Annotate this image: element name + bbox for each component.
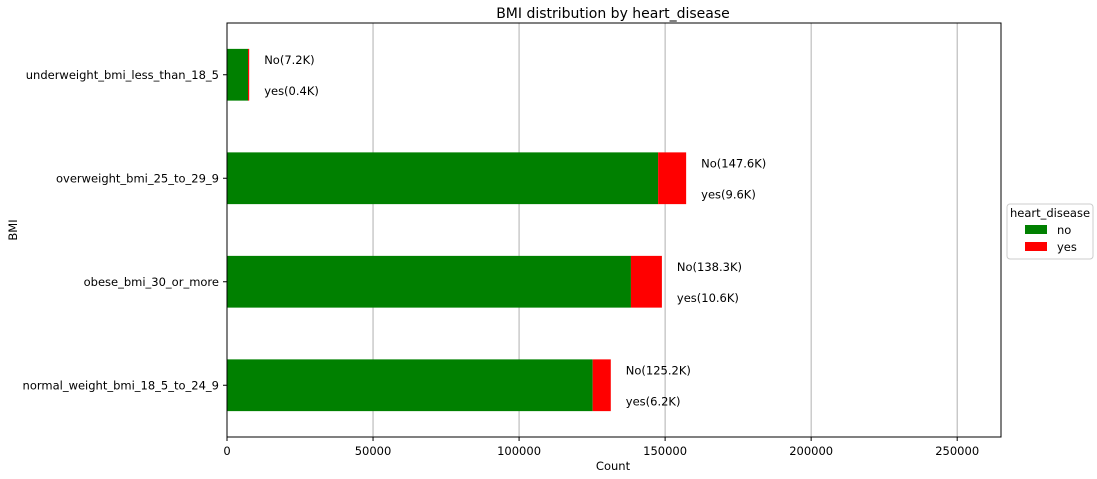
x-tick-label: 250000 [935,444,979,458]
bar-segment-no [227,359,593,412]
data-label-no: No(138.3K) [677,260,742,274]
bar-segment-yes [658,152,687,205]
legend: heart_disease no yes [1006,203,1094,260]
legend-label-yes: yes [1057,240,1077,254]
y-tick-label: normal_weight_bmi_18_5_to_24_9 [23,378,219,392]
bars [227,48,687,412]
bar-segment-yes [630,255,662,308]
data-label-no: No(125.2K) [626,363,691,377]
bar-segment-yes [592,359,611,412]
x-tick-label: 200000 [789,444,833,458]
y-axis-label: BMI [6,219,20,240]
x-tick-label: 100000 [497,444,541,458]
data-label-yes: yes(10.6K) [677,291,739,305]
legend-label-no: no [1057,223,1071,237]
legend-title: heart_disease [1010,206,1090,220]
data-label-yes: yes(6.2K) [626,394,681,408]
data-label-yes: yes(0.4K) [264,84,319,98]
legend-swatch-yes [1025,242,1047,251]
x-axis-label: Count [596,459,631,473]
bar-segment-no [227,152,659,205]
data-label-no: No(147.6K) [701,156,766,170]
legend-swatch-no [1025,225,1047,234]
x-tick-label: 0 [223,444,230,458]
data-labels: No(7.2K) yes(0.4K) No(147.6K) yes(9.6K) No(1… [264,53,766,409]
x-tick-label: 150000 [643,444,687,458]
data-label-yes: yes(9.6K) [701,187,756,201]
bar-segment-yes [248,48,250,101]
x-axis-ticks: 0 50000 100000 150000 200000 250000 [223,437,979,458]
bar-segment-no [227,255,631,308]
y-tick-label: overweight_bmi_25_to_29_9 [56,171,219,185]
y-axis-ticks: underweight_bmi_less_than_18_5 overweight… [23,68,227,392]
x-tick-label: 50000 [355,444,392,458]
chart-title: BMI distribution by heart_disease [496,6,730,22]
bar-segment-no [227,48,249,101]
plot-frame [226,22,1002,438]
y-tick-label: underweight_bmi_less_than_18_5 [26,68,219,82]
y-tick-label: obese_bmi_30_or_more [84,275,219,289]
data-label-no: No(7.2K) [264,53,314,67]
